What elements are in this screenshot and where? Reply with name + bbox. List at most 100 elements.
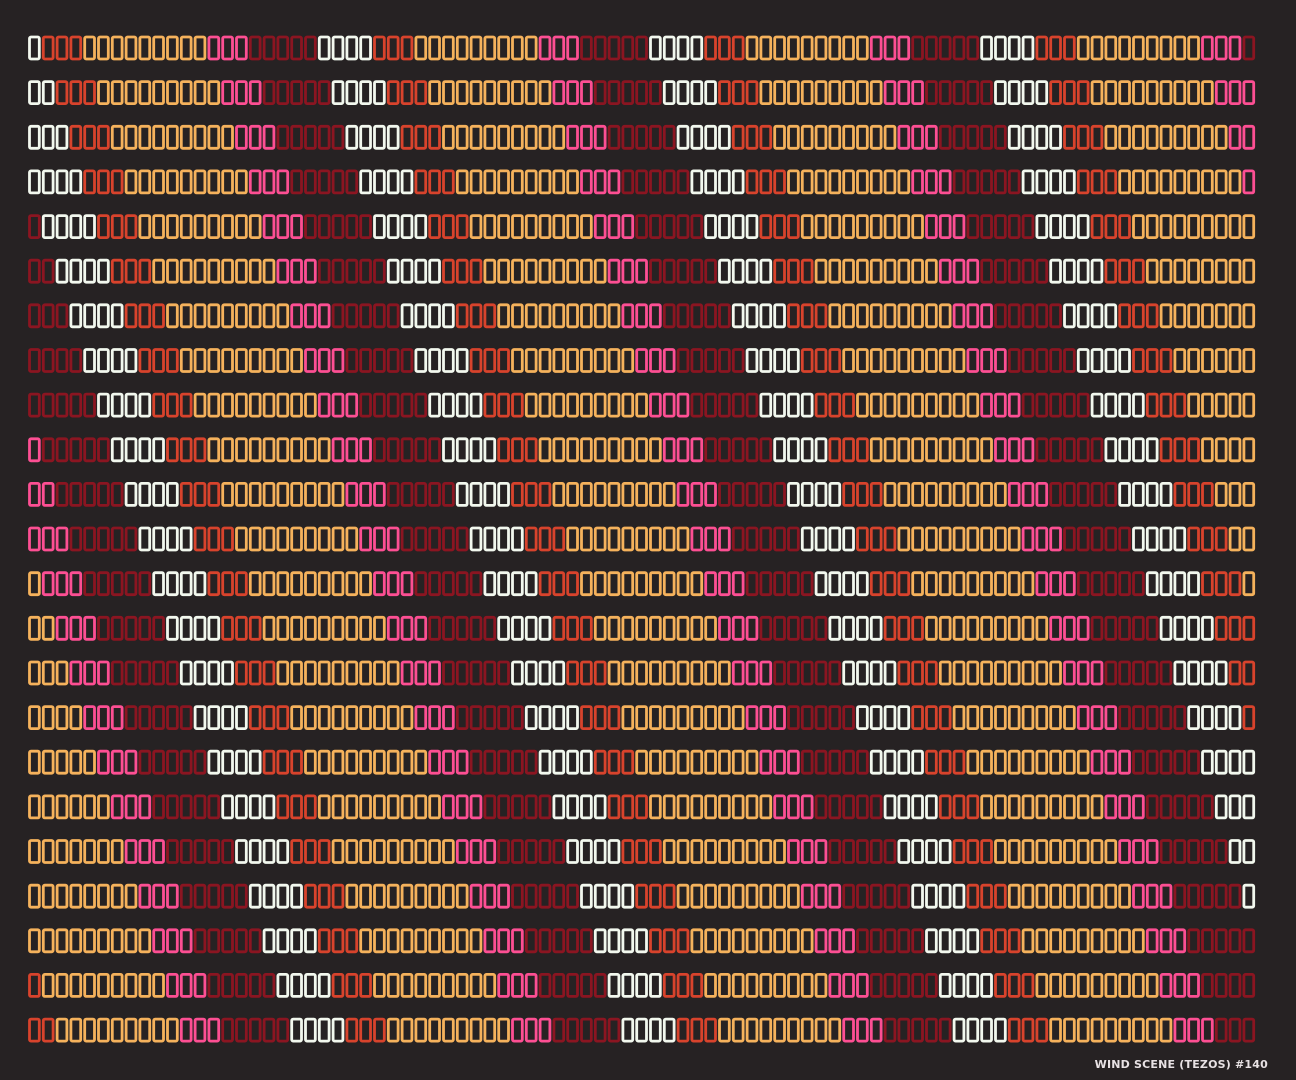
- cell-orange: [1090, 883, 1104, 909]
- cell-orange: [138, 169, 152, 195]
- cell-orange: [952, 571, 966, 597]
- cell-orange: [938, 348, 952, 373]
- cell-orange: [966, 571, 980, 597]
- cell-dark-red: [124, 660, 138, 686]
- cell-dark-red: [1173, 705, 1187, 730]
- cell-pink: [938, 169, 952, 195]
- cell-orange: [317, 571, 331, 597]
- cell-white: [566, 705, 579, 730]
- cell-orange: [1049, 794, 1062, 820]
- cell-orange: [787, 35, 800, 61]
- cell-row: [28, 973, 1256, 998]
- cell-dark-red: [580, 1017, 593, 1043]
- cell-orange: [759, 973, 773, 998]
- cell-white: [83, 258, 96, 284]
- cell-pink: [511, 1017, 524, 1043]
- cell-dark-red: [248, 35, 262, 61]
- cell-orange: [55, 928, 69, 954]
- cell-dark-red: [676, 214, 690, 240]
- cell-pink: [331, 437, 345, 463]
- cell-orange: [248, 526, 262, 552]
- cell-orange: [1201, 437, 1214, 463]
- cell-pink: [690, 481, 704, 507]
- cell-red: [1063, 124, 1076, 150]
- cell-orange: [773, 973, 786, 998]
- cell-pink: [800, 883, 814, 909]
- cell-white: [1118, 392, 1131, 418]
- cell-white: [345, 124, 359, 150]
- cell-white: [1021, 169, 1035, 195]
- cell-white: [538, 660, 552, 686]
- cell-orange: [511, 303, 524, 329]
- cell-orange: [897, 481, 911, 507]
- cell-dark-red: [455, 615, 469, 641]
- cell-orange: [1214, 258, 1228, 284]
- cell-orange: [207, 80, 221, 105]
- cell-white: [718, 124, 731, 150]
- cell-dark-red: [980, 169, 993, 195]
- cell-orange: [290, 615, 303, 641]
- cell-orange: [952, 392, 966, 418]
- cell-dark-red: [1242, 1017, 1256, 1043]
- cell-orange: [304, 481, 317, 507]
- cell-orange: [1214, 437, 1228, 463]
- cell-orange: [649, 481, 662, 507]
- cell-dark-red: [359, 258, 372, 284]
- cell-dark-red: [966, 35, 980, 61]
- cell-pink: [290, 258, 303, 284]
- cell-red: [856, 526, 869, 552]
- cell-white: [442, 437, 455, 463]
- cell-orange: [55, 749, 69, 775]
- cell-dark-red: [593, 1017, 607, 1043]
- cell-pink: [428, 749, 441, 775]
- cell-dark-red: [1132, 615, 1145, 641]
- cell-orange: [842, 124, 855, 150]
- cell-orange: [731, 928, 745, 954]
- cell-row: [28, 839, 1256, 864]
- cell-pink: [593, 124, 607, 150]
- cell-orange: [428, 35, 441, 61]
- cell-white: [1132, 437, 1145, 463]
- cell-red: [193, 481, 207, 507]
- cell-white: [110, 437, 124, 463]
- cell-orange: [911, 258, 924, 284]
- cell-red: [1118, 258, 1131, 284]
- cell-dark-red: [359, 392, 372, 418]
- cell-dark-red: [511, 749, 524, 775]
- cell-dark-red: [304, 35, 317, 61]
- cell-red: [980, 928, 993, 954]
- cell-pink: [235, 35, 248, 61]
- cell-dark-red: [787, 705, 800, 730]
- cell-red: [773, 258, 786, 284]
- cell-dark-red: [235, 928, 248, 954]
- cell-pink: [1159, 883, 1173, 909]
- cell-orange: [235, 348, 248, 373]
- cell-orange: [1035, 660, 1049, 686]
- cell-dark-red: [28, 258, 41, 284]
- cell-red: [1076, 124, 1090, 150]
- cell-dark-red: [856, 839, 869, 864]
- cell-red: [828, 437, 842, 463]
- cell-white: [1159, 481, 1173, 507]
- cell-dark-red: [83, 481, 96, 507]
- cell-dark-red: [938, 124, 952, 150]
- cell-orange: [538, 80, 552, 105]
- cell-orange: [745, 749, 759, 775]
- cell-dark-red: [400, 348, 414, 373]
- cell-red: [883, 615, 897, 641]
- cell-white: [718, 169, 731, 195]
- cell-white: [1118, 481, 1131, 507]
- cell-pink: [1049, 615, 1062, 641]
- cell-orange: [455, 883, 469, 909]
- cell-pink: [869, 1017, 883, 1043]
- cell-orange: [566, 481, 579, 507]
- cell-row: [28, 392, 1256, 418]
- cell-red: [469, 303, 483, 329]
- cell-orange: [1173, 258, 1187, 284]
- cell-orange: [676, 883, 690, 909]
- cell-dark-red: [442, 660, 455, 686]
- cell-dark-red: [662, 258, 676, 284]
- cell-red: [1187, 481, 1200, 507]
- cell-white: [524, 705, 538, 730]
- cell-orange: [469, 169, 483, 195]
